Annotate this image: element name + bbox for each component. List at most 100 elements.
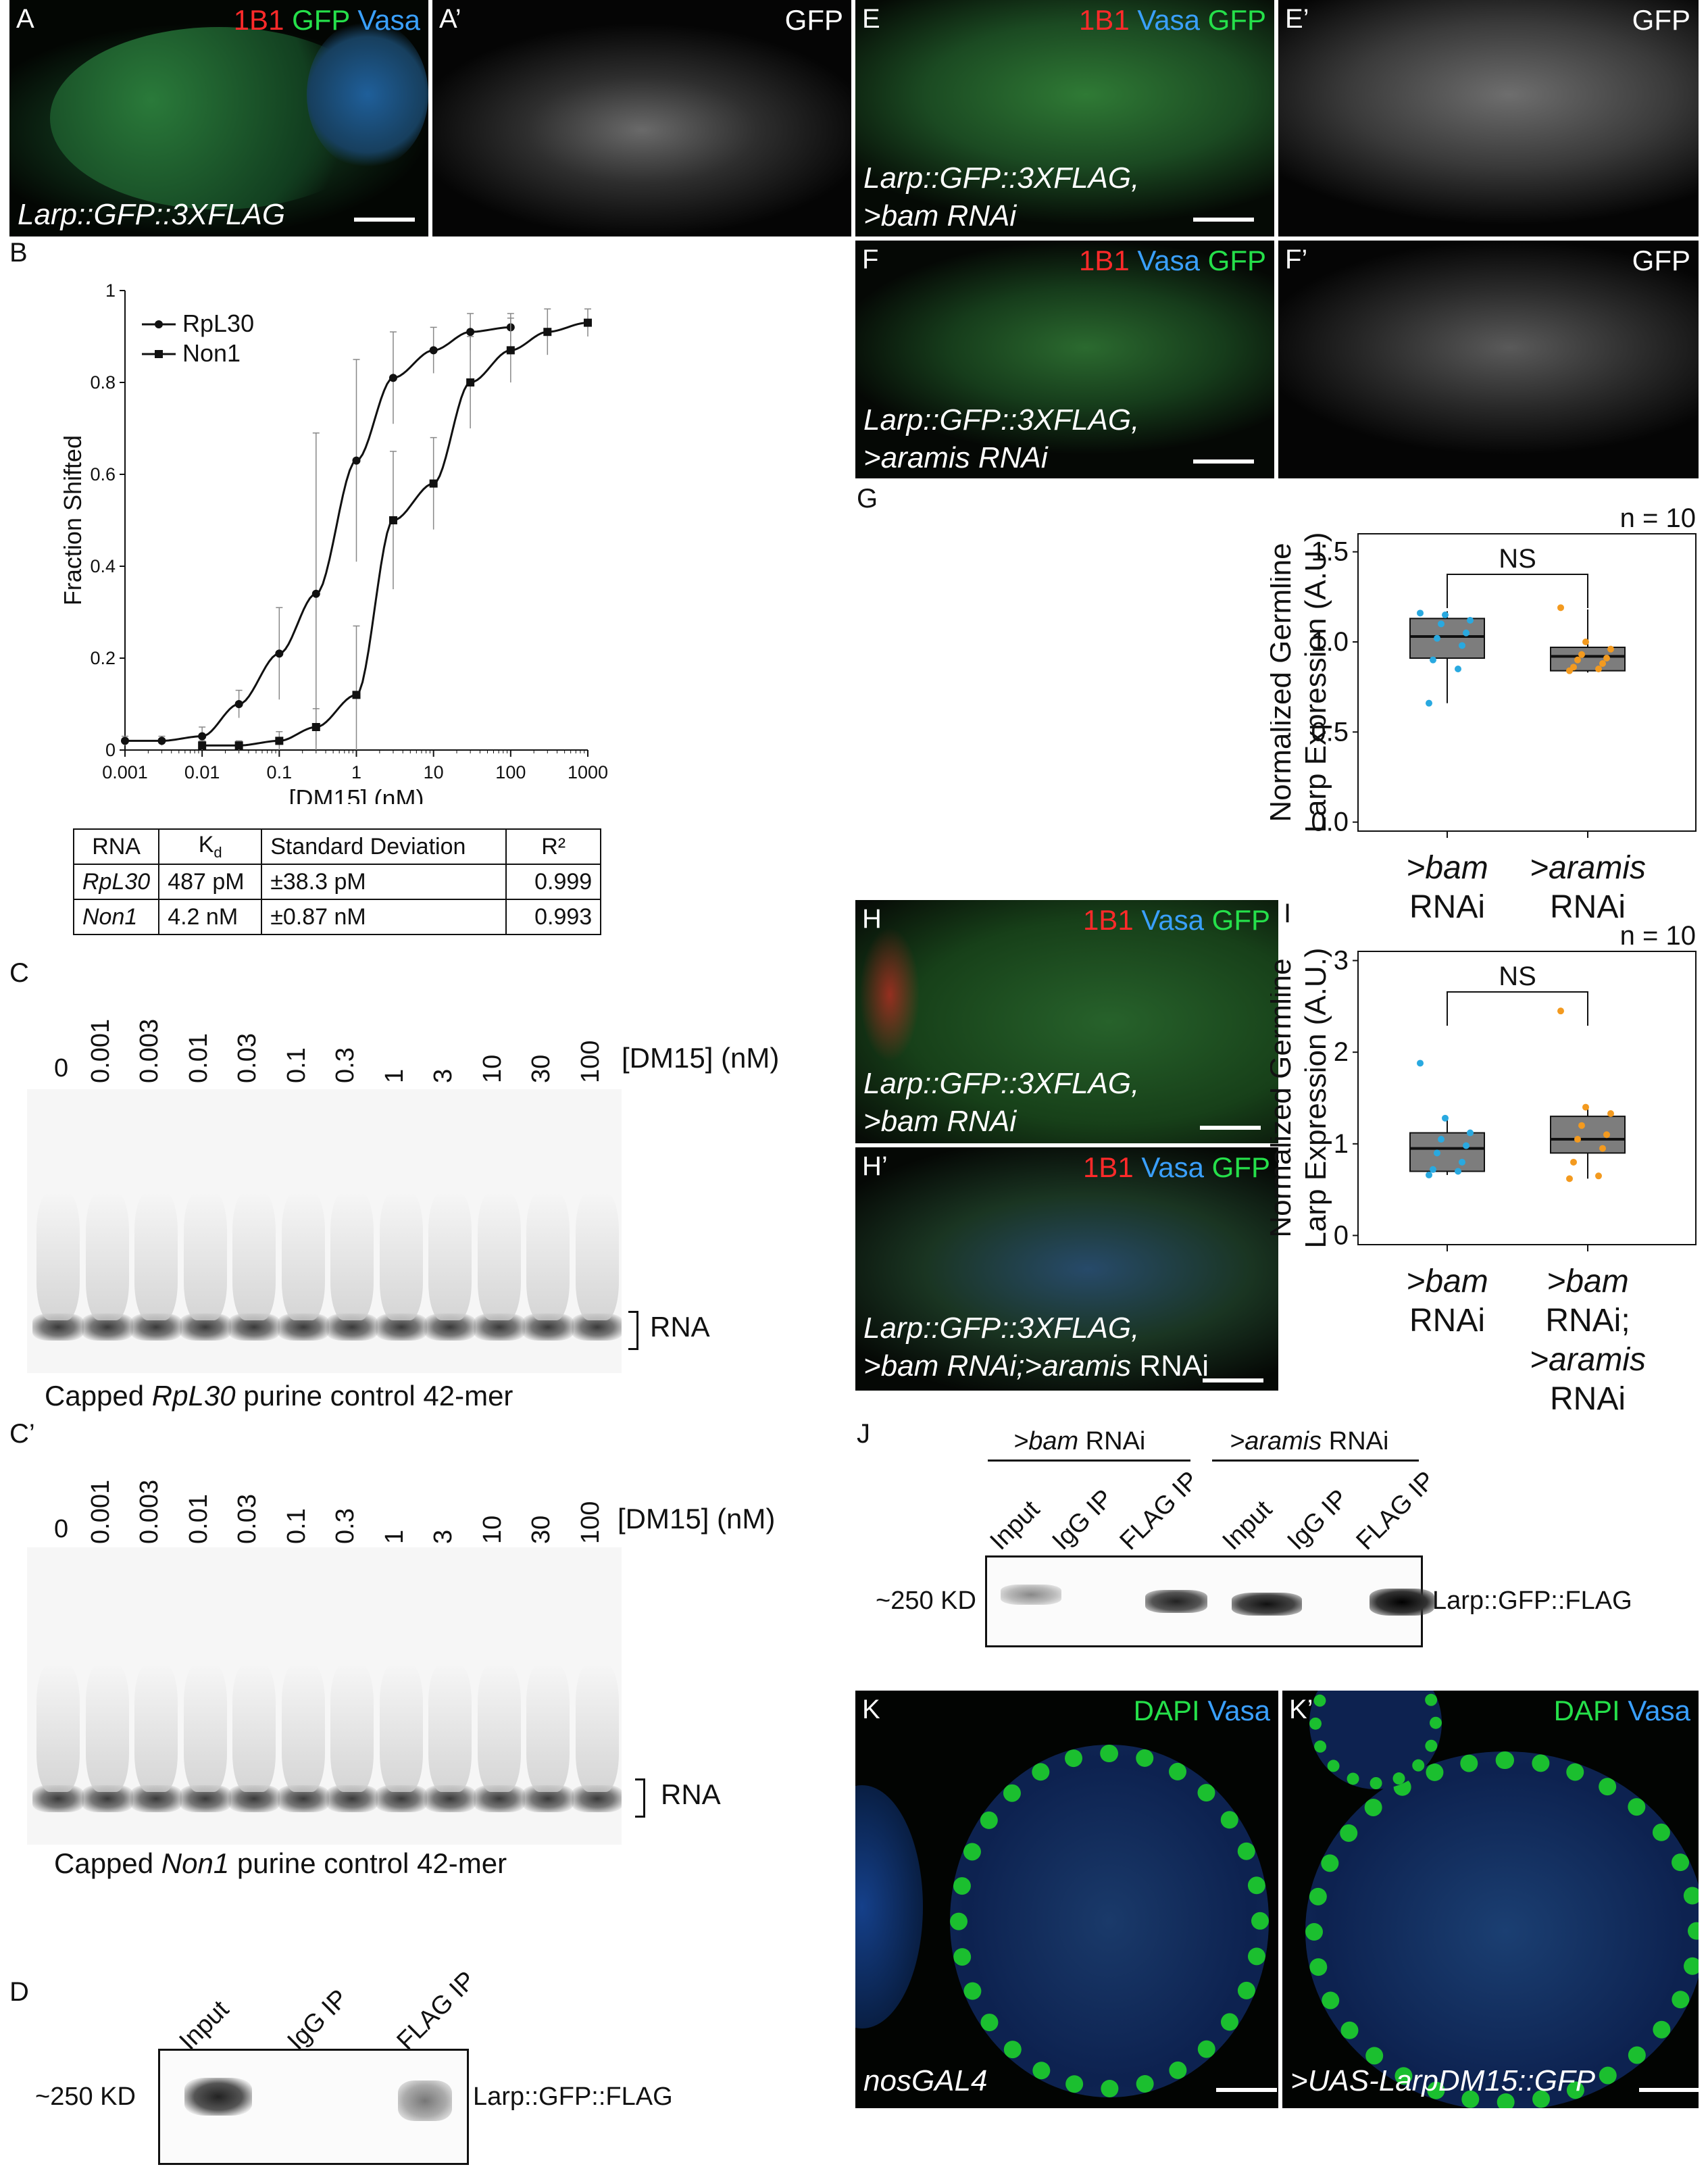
group-label-bam-ital: >bam [1013,1427,1079,1455]
category-label: >bam [1406,1264,1488,1299]
data-point [1607,645,1614,653]
point-rpl30 [311,589,320,598]
group-label-bam: >bam RNAi [1013,1427,1145,1456]
panel-letter-D: D [9,1977,29,2007]
category-label: RNAi; [1545,1303,1630,1339]
channel-gfp: GFP [1207,245,1266,276]
group-label-aramis-ital: >aramis [1230,1427,1322,1455]
data-point [1442,1114,1449,1122]
lane-label: 0.003 [135,1018,164,1083]
data-point [1455,666,1461,672]
channel-vasa: Vasa [1628,1695,1690,1726]
micrograph-F: F 1B1 Vasa GFP Larp::GFP::3XFLAG, >aramis… [855,241,1274,478]
y-tick-label: 0 [1334,1220,1349,1250]
gel-C [27,1089,622,1373]
y-axis-label-line2: Larp Expression (A.U.) [1299,947,1332,1248]
caption-post: purine control 42-mer [229,1847,507,1879]
y-tick-label: 0.4 [90,556,116,576]
gel-C-conc-label: [DM15] (nM) [622,1042,780,1074]
size-marker: ~250 KD [876,1587,976,1615]
group-line-bam [988,1460,1190,1462]
panel-letter: H’ [862,1151,888,1181]
x-tick-label: 100 [495,762,526,782]
data-point [1566,667,1573,674]
gel-C-prime-conc-label: [DM15] (nM) [618,1503,776,1535]
y-axis-label: Fraction Shifted [59,435,86,605]
micrograph-K: K DAPI Vasa nosGAL4 [855,1691,1278,2108]
data-point [1455,1168,1461,1175]
x-tick-label: 10 [424,762,444,782]
cell-r2: 0.999 [505,864,602,900]
lane-label: Input [1217,1495,1278,1556]
lane-smear [232,1192,276,1320]
lane-smear [36,1192,80,1320]
lane-smear [134,1192,178,1320]
y-axis-label-line1: Normalized Germline [1270,543,1297,822]
egg-chamber [1305,1751,1699,2108]
y-tick-label: 0.2 [90,648,116,668]
point-non1 [198,741,207,750]
lane-smear [379,1664,423,1792]
band-bracket [635,1778,645,1818]
group-label-aramis: >aramis RNAi [1230,1427,1388,1456]
egg-chamber-left [855,1785,923,2028]
data-point [1459,1158,1465,1166]
data-point [1467,617,1474,624]
panel-letter: E’ [1285,4,1309,34]
channel-vasa: Vasa [1207,1695,1270,1726]
data-point [1434,634,1440,642]
iqr-box [1550,647,1626,672]
kd-subscript: d [214,843,222,861]
lane-smear [281,1664,325,1792]
y-tick-label: 1.5 [1311,537,1349,567]
micrograph-F-prime: F’ GFP [1278,241,1699,478]
western-blot-J [985,1555,1434,1647]
cell-kd: 487 pM [158,864,263,900]
panel-letter-C-prime: C’ [9,1419,35,1449]
lane-label: 0.3 [331,1508,359,1544]
channel-1b1: 1B1 [1082,904,1134,936]
binding-curve-chart: 0 0.2 0.4 0.6 0.8 1 0.001 0.01 0.1 1 10 100 1000 [DM1… [59,280,608,804]
panel-letter: A [16,4,34,34]
panel-letter-B: B [9,238,28,268]
channel-gfp: GFP [1207,4,1266,36]
micrograph-H-prime: H’ 1B1 Vasa GFP Larp::GFP::3XFLAG, >bam R… [855,1147,1278,1391]
cell-rna: Non1 [72,899,160,935]
data-point [1599,1145,1606,1152]
micrograph-E-prime: E’ GFP [1278,0,1699,236]
header-kd: Kd [158,828,263,865]
channel-vasa: Vasa [1137,245,1200,276]
lane-smear [330,1664,374,1792]
header-sd: Standard Deviation [261,828,507,865]
micrograph-A-prime: A’ GFP [432,0,851,236]
category-label: >aramis [1530,1342,1646,1378]
lane-label: 30 [527,1054,555,1083]
point-rpl30 [429,346,438,355]
data-point [1463,629,1470,637]
lane-label: 0.1 [282,1047,311,1083]
box-plot-G: 0.0 0.5 1.0 1.5 Normalized Germline Larp Expr… [1270,503,1697,919]
point-non1 [466,378,475,387]
data-point [1557,604,1564,612]
lane-smear [526,1664,570,1792]
significance-label: NS [1499,544,1536,574]
point-non1 [234,741,243,750]
data-point [1430,656,1436,664]
caption-pre: Capped [54,1847,161,1879]
lane-label-flag: FLAG IP [391,1966,482,2056]
lane-label: 10 [478,1515,507,1544]
data-point [1574,1136,1581,1143]
lane-label: 0.001 [86,1479,115,1544]
x-tick-label: 0.01 [184,762,220,782]
data-point [1430,1166,1436,1173]
data-point [1574,656,1581,664]
point-non1 [388,516,397,524]
caption-rna: Non1 [161,1847,230,1879]
lane-smear [36,1664,80,1792]
micrograph-E: E 1B1 Vasa GFP Larp::GFP::3XFLAG, >bam RN… [855,0,1274,236]
lane-smear [526,1192,570,1320]
scale-bar [1200,1126,1261,1130]
genotype-label: Larp::GFP::3XFLAG, >aramis RNAi [863,401,1139,477]
point-rpl30 [157,737,166,745]
panel-letter: K’ [1289,1695,1313,1724]
